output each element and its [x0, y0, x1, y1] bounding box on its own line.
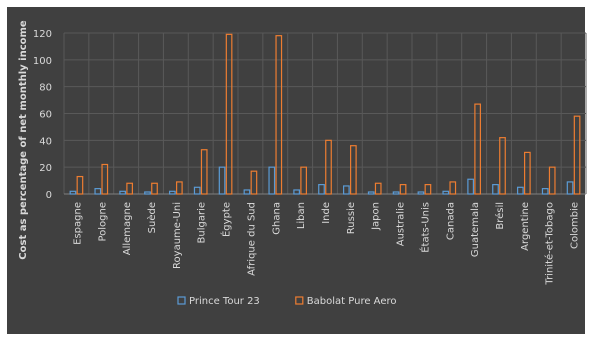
x-tick-label: Liban [296, 202, 307, 229]
bar [424, 184, 432, 195]
bar [275, 35, 283, 195]
x-tick-label: Australie [396, 202, 407, 246]
bar [449, 181, 457, 195]
x-tick-label: États-Unis [418, 202, 431, 253]
bar [399, 184, 407, 195]
y-tick-label: 0 [46, 190, 52, 201]
bar [250, 170, 258, 195]
bar [218, 166, 226, 195]
x-tick-label: Égypte [220, 202, 233, 237]
x-tick-label: Guatemala [470, 202, 481, 257]
bar [573, 115, 581, 195]
x-tick-label: Bulgarie [197, 202, 208, 244]
x-tick-label: Japon [371, 202, 382, 231]
bar [566, 181, 574, 195]
legend-swatch [295, 296, 304, 305]
bar [467, 178, 474, 195]
x-tick-label: Colombie [570, 202, 581, 249]
y-tick-label: 100 [33, 56, 52, 67]
bar [442, 190, 450, 195]
bar [524, 151, 531, 195]
x-tick-label: Brésil [494, 202, 506, 230]
bar [144, 191, 151, 195]
bar [293, 189, 300, 195]
bar [193, 186, 201, 195]
x-tick-label: Allemagne [122, 202, 133, 255]
gridlines [63, 32, 587, 195]
bar [268, 166, 276, 195]
bar [119, 190, 126, 195]
y-tick-label: 120 [33, 29, 52, 40]
bars [69, 33, 581, 195]
bar [499, 137, 506, 195]
bar [492, 184, 499, 195]
x-tick-label: Ghana [271, 202, 282, 235]
x-tick-label: Afrique du Sud [246, 202, 257, 276]
x-tick-label: Inde [321, 202, 332, 224]
x-tick-label: Canada [445, 202, 456, 240]
bar [300, 166, 307, 195]
y-axis-ticks: 0 20 40 60 80 100 120 [33, 29, 52, 201]
y-tick-label: 40 [39, 136, 52, 147]
bar [474, 103, 481, 195]
bar [243, 189, 251, 195]
y-axis-label: Cost as percentage of net monthly income [18, 20, 29, 260]
bar [126, 182, 133, 195]
bar [176, 181, 183, 195]
y-tick-label: 60 [39, 110, 52, 121]
x-tick-label: Pologne [97, 202, 108, 242]
bar [76, 175, 84, 195]
bar [392, 191, 400, 195]
bar [169, 190, 176, 195]
bar [343, 185, 350, 195]
legend-label: Prince Tour 23 [189, 296, 260, 307]
legend-swatch [177, 296, 186, 305]
bar [548, 166, 556, 195]
x-tick-label: Trinité-et-Tobago [544, 202, 556, 286]
bar [151, 182, 158, 195]
bar [374, 182, 382, 195]
legend: Prince Tour 23 Babolat Pure Aero [177, 296, 397, 307]
bar [318, 184, 325, 195]
x-tick-label: Argentine [520, 202, 531, 251]
bar [350, 145, 357, 195]
x-axis-ticks: Espagne Pologne Allemagne Suède Royaume-Uni B… [72, 202, 580, 286]
y-tick-label: 80 [39, 83, 52, 94]
x-tick-label: Royaume-Uni [172, 202, 183, 269]
bar [101, 163, 109, 195]
bar [517, 186, 524, 195]
bar [367, 191, 375, 195]
x-tick-label: Suède [146, 202, 158, 233]
bar [225, 33, 233, 195]
bar [417, 191, 425, 195]
chart-panel [7, 7, 585, 334]
bar [325, 139, 332, 195]
x-tick-label: Russie [346, 202, 357, 234]
bar [200, 149, 208, 195]
bar [541, 188, 549, 195]
bar [94, 188, 102, 195]
y-tick-label: 20 [39, 163, 52, 174]
legend-label: Babolat Pure Aero [307, 296, 397, 307]
x-tick-label: Espagne [72, 202, 83, 245]
bar [69, 190, 77, 195]
